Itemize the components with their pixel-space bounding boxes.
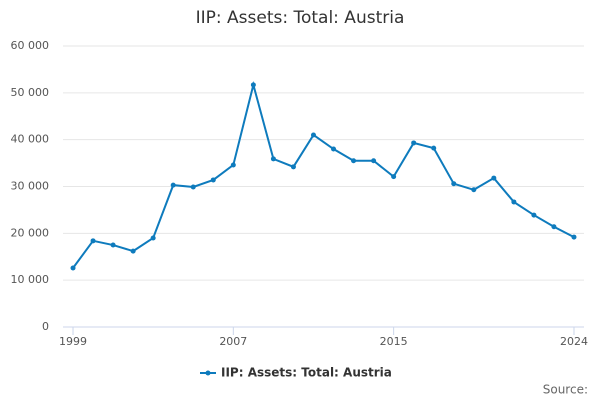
- point: [511, 199, 517, 205]
- point: [331, 146, 337, 152]
- line: [72, 80, 575, 269]
- point: [451, 181, 457, 187]
- point: [90, 238, 96, 244]
- y-tick-label: 50 000: [11, 86, 50, 99]
- point: [551, 224, 557, 230]
- point: [170, 182, 176, 188]
- chart-title: IIP: Assets: Total: Austria: [196, 8, 405, 28]
- legend-label: IIP: Assets: Total: Austria: [221, 366, 392, 380]
- x-tick-label: 2024: [560, 335, 588, 348]
- y-tick-label: 20 000: [11, 226, 50, 239]
- point: [411, 140, 417, 146]
- x-tick-label: 2015: [380, 335, 408, 348]
- point: [190, 184, 196, 190]
- point: [110, 242, 116, 248]
- point: [371, 158, 377, 164]
- source: Source:: [543, 383, 588, 397]
- point: [270, 156, 276, 162]
- point: [290, 164, 296, 170]
- point: [310, 132, 316, 138]
- point: [230, 162, 236, 168]
- legend-marker: [205, 370, 211, 376]
- y-tick-label: 40 000: [11, 133, 50, 146]
- x-tick-label: 1999: [59, 335, 87, 348]
- point: [130, 248, 136, 254]
- point: [491, 175, 497, 181]
- point: [250, 82, 256, 88]
- y-tick-label: 10 000: [11, 273, 50, 286]
- y-tick-label: 30 000: [11, 180, 50, 193]
- point: [571, 234, 577, 240]
- point: [391, 174, 397, 180]
- point: [471, 187, 477, 193]
- point: [531, 212, 537, 218]
- point: [431, 145, 437, 151]
- point: [210, 177, 216, 183]
- point: [150, 235, 156, 241]
- x-tick-label: 2007: [219, 335, 247, 348]
- point: [351, 158, 357, 164]
- y-tick-label: 0: [42, 320, 49, 333]
- point: [70, 265, 76, 271]
- y-tick-label: 60 000: [11, 39, 50, 52]
